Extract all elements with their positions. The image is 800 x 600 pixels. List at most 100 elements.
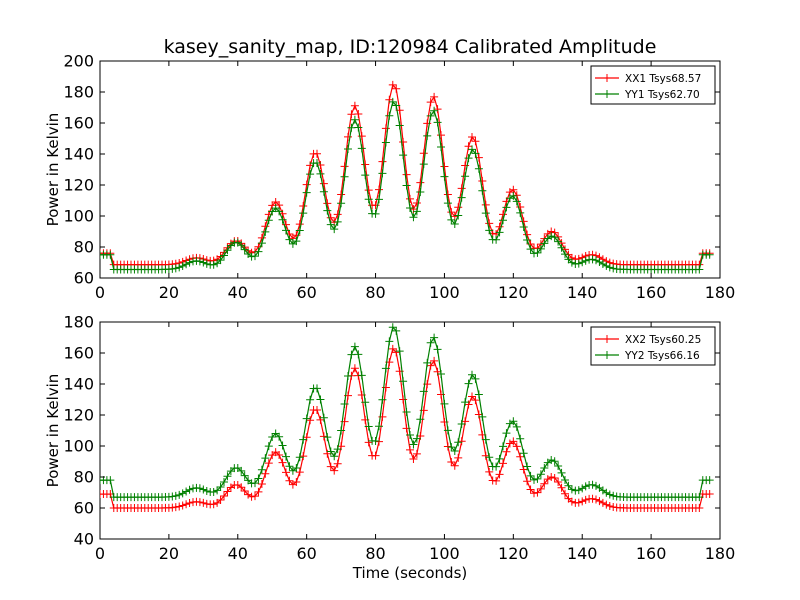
data-point bbox=[313, 405, 321, 414]
data-point bbox=[344, 372, 352, 381]
data-point bbox=[257, 480, 266, 489]
legend: XX1 Tsys68.57 YY1 Tsys62.70 bbox=[590, 65, 716, 105]
data-point bbox=[419, 160, 428, 169]
data-point bbox=[533, 488, 542, 497]
data-point bbox=[554, 237, 563, 246]
data-point bbox=[481, 209, 490, 218]
data-point bbox=[468, 392, 476, 401]
x-tick-label: 100 bbox=[429, 544, 460, 563]
data-point bbox=[443, 426, 452, 435]
data-point bbox=[330, 466, 339, 475]
data-point bbox=[512, 422, 521, 431]
data-point bbox=[392, 101, 401, 110]
data-point bbox=[306, 395, 315, 404]
data-point bbox=[516, 452, 525, 461]
data-point bbox=[457, 184, 466, 193]
data-point bbox=[409, 213, 418, 222]
y-tick-label: 60 bbox=[74, 269, 94, 288]
data-point bbox=[461, 161, 470, 170]
data-point bbox=[450, 461, 459, 470]
data-point bbox=[223, 472, 232, 481]
data-point bbox=[485, 467, 494, 476]
data-point bbox=[388, 80, 397, 89]
data-point bbox=[468, 370, 476, 379]
data-point bbox=[464, 379, 473, 388]
data-point bbox=[268, 432, 277, 441]
data-point bbox=[361, 398, 370, 407]
data-point bbox=[536, 244, 545, 253]
data-point bbox=[371, 209, 380, 218]
data-point bbox=[516, 208, 525, 217]
y-tick-label: 80 bbox=[74, 468, 94, 487]
data-point bbox=[364, 422, 373, 431]
data-point bbox=[282, 226, 290, 235]
data-point bbox=[705, 490, 714, 499]
data-point bbox=[440, 172, 449, 181]
data-point bbox=[478, 412, 487, 421]
data-point bbox=[592, 256, 600, 265]
data-point bbox=[344, 132, 352, 141]
data-point bbox=[292, 464, 301, 473]
data-point bbox=[419, 387, 428, 396]
data-point bbox=[419, 149, 428, 158]
data-point bbox=[392, 84, 401, 93]
data-point bbox=[402, 408, 411, 417]
data-point bbox=[695, 504, 704, 512]
data-point bbox=[264, 442, 273, 451]
data-point bbox=[319, 179, 328, 188]
data-point bbox=[574, 498, 583, 507]
data-point bbox=[450, 447, 459, 456]
data-point bbox=[571, 486, 580, 495]
data-point bbox=[254, 474, 263, 483]
data-point bbox=[495, 228, 504, 237]
x-axis-label: Time (seconds) bbox=[352, 564, 468, 582]
data-point bbox=[433, 118, 442, 127]
data-point bbox=[605, 490, 614, 499]
data-point bbox=[409, 440, 418, 449]
data-point bbox=[302, 414, 311, 423]
data-point bbox=[492, 235, 501, 244]
data-point bbox=[412, 434, 421, 443]
data-point bbox=[171, 491, 180, 500]
data-point bbox=[261, 227, 270, 236]
data-point bbox=[323, 206, 332, 215]
data-point bbox=[440, 399, 449, 408]
data-point bbox=[588, 480, 597, 489]
data-point bbox=[364, 438, 373, 447]
x-tick-label: 80 bbox=[365, 283, 385, 302]
data-point bbox=[354, 350, 363, 359]
data-point bbox=[399, 377, 408, 386]
data-point bbox=[581, 482, 590, 491]
data-point bbox=[430, 356, 439, 365]
data-point bbox=[178, 261, 187, 270]
y-tick-label: 100 bbox=[63, 207, 94, 226]
data-point bbox=[385, 337, 394, 346]
x-tick-label: 160 bbox=[636, 544, 667, 563]
data-point bbox=[326, 462, 335, 471]
x-tick-label: 180 bbox=[705, 544, 736, 563]
data-point bbox=[182, 487, 191, 496]
data-point bbox=[278, 441, 287, 450]
data-point bbox=[457, 437, 466, 446]
data-point bbox=[564, 481, 573, 490]
data-point bbox=[209, 500, 218, 509]
data-point bbox=[478, 186, 487, 195]
data-point bbox=[433, 105, 442, 114]
data-point bbox=[478, 177, 487, 186]
data-point bbox=[471, 374, 480, 383]
data-point bbox=[492, 462, 501, 471]
data-point bbox=[547, 473, 556, 482]
data-point bbox=[330, 225, 339, 234]
data-point bbox=[323, 199, 332, 208]
legend-box bbox=[590, 326, 716, 366]
data-point bbox=[526, 245, 535, 254]
data-point bbox=[605, 502, 614, 511]
legend-swatch bbox=[595, 90, 619, 98]
data-point bbox=[299, 435, 308, 444]
data-point bbox=[264, 216, 273, 225]
data-point bbox=[240, 245, 249, 254]
series-markers-2-2 bbox=[100, 323, 714, 502]
data-point bbox=[299, 209, 308, 218]
data-point bbox=[299, 202, 308, 211]
data-point bbox=[595, 497, 604, 506]
